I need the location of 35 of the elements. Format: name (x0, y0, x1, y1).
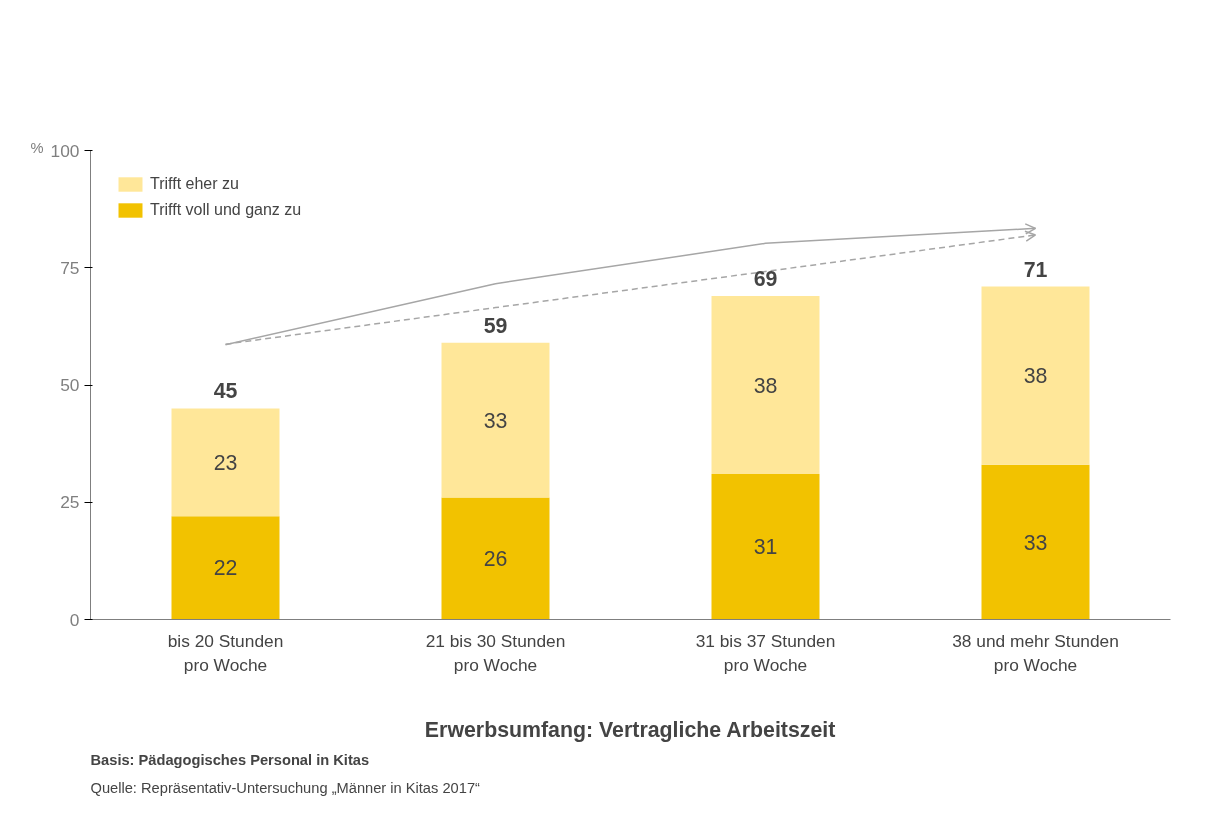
source-note: Quelle: Repräsentativ-Untersuchung „Männer in Kitas 2017“ (90, 779, 481, 796)
data-label: 31 (753, 535, 778, 560)
total-label: 69 (753, 266, 778, 291)
bar (171, 408, 280, 517)
x-axis-title: Erwerbsumfang: Vertragliche Arbeitszeit (424, 717, 836, 742)
bar (711, 474, 820, 620)
legend-label: Trifft voll und ganz zu (150, 201, 302, 219)
x-tick-label: bis 20 Stunden pro Woche (167, 630, 284, 675)
data-label: 38 (753, 373, 778, 398)
bar (711, 295, 820, 475)
data-label: 26 (483, 547, 508, 572)
y-tick-label: 0 (69, 609, 80, 630)
data-label: 23 (213, 450, 238, 475)
y-axis-title: % (30, 139, 44, 156)
data-label: 33 (1023, 530, 1048, 555)
bar (441, 497, 550, 620)
bar (981, 286, 1090, 465)
bar (981, 464, 1090, 620)
data-label: 33 (483, 408, 508, 433)
text: Basis: Pädagogisches Personal in Kitas (90, 751, 370, 768)
legend-label: Trifft eher zu (150, 175, 239, 193)
y-tick-label: 100 (50, 140, 80, 161)
total-label: 71 (1023, 257, 1048, 282)
bar (171, 516, 280, 620)
bar (441, 342, 550, 498)
total-label: 45 (213, 379, 238, 404)
x-tick-label: 38 und mehr Stunden pro Woche (952, 630, 1119, 675)
y-tick-label: 75 (60, 257, 80, 278)
total-label: 59 (483, 313, 508, 338)
x-tick-label: 21 bis 30 Stunden pro Woche (425, 630, 566, 675)
y-tick-label: 50 (60, 375, 80, 395)
data-label: 22 (213, 556, 238, 581)
x-tick-label: 31 bis 37 Stunden pro Woche (695, 630, 836, 675)
data-label: 38 (1023, 364, 1048, 389)
y-tick-label: 25 (60, 492, 80, 513)
